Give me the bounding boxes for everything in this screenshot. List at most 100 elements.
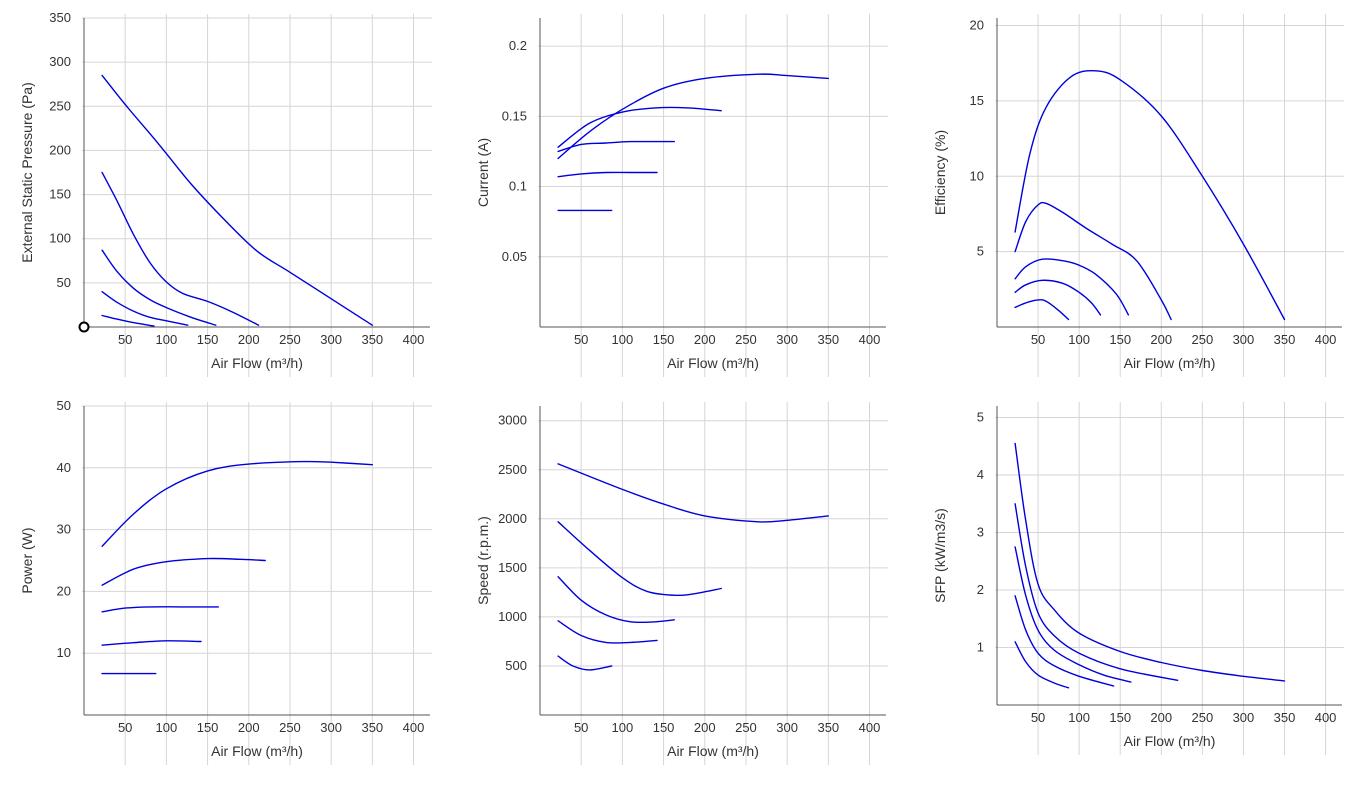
y-axis-title: Current (A) — [475, 138, 491, 207]
x-tick-label: 50 — [1031, 332, 1045, 347]
x-tick-label: 50 — [574, 720, 588, 735]
series-line-2 — [1014, 503, 1179, 681]
series-line-1 — [101, 74, 373, 326]
x-tick-label: 300 — [1233, 710, 1255, 725]
y-axis-title: SFP (kW/m3/s) — [932, 508, 948, 603]
series-line-3 — [101, 249, 217, 326]
y-tick-label: 3 — [977, 525, 984, 540]
x-tick-label: 50 — [118, 720, 132, 735]
x-axis-title: Air Flow (m³/h) — [667, 355, 759, 371]
x-tick-label: 200 — [1150, 332, 1172, 347]
series-line-4 — [101, 291, 189, 326]
series-line-1 — [101, 460, 373, 547]
series-line-2 — [101, 171, 260, 326]
chart-2: 50 100 150 200 250 300 350 400 0.05 0.1 0.15 0.2 Air… — [475, 14, 888, 377]
x-axis-title: Air Flow (m³/h) — [211, 743, 303, 759]
y-tick-label: 50 — [57, 275, 71, 290]
y-axis-title: Power (W) — [19, 527, 35, 593]
x-tick-label: 350 — [1274, 332, 1296, 347]
x-tick-label: 150 — [1109, 332, 1131, 347]
y-tick-label: 4 — [977, 467, 984, 482]
x-tick-label: 200 — [694, 332, 716, 347]
y-tick-label: 10 — [57, 645, 71, 660]
x-tick-label: 300 — [320, 332, 342, 347]
x-tick-label: 250 — [735, 332, 757, 347]
chart-3: 50 100 150 200 250 300 350 400 5 10 15 20 Air Flow (… — [932, 14, 1344, 377]
series-line-2 — [557, 106, 722, 148]
series-line-5 — [1014, 641, 1070, 689]
x-tick-label: 400 — [403, 332, 425, 347]
x-tick-label: 100 — [1068, 710, 1090, 725]
series-line-4 — [1014, 279, 1102, 316]
x-tick-label: 150 — [1109, 710, 1131, 725]
series-line-1 — [1014, 442, 1286, 682]
x-tick-label: 50 — [1031, 710, 1045, 725]
series-line-4 — [1014, 595, 1115, 687]
x-tick-label: 300 — [1233, 332, 1255, 347]
y-tick-label: 200 — [49, 142, 71, 157]
y-tick-label: 500 — [505, 658, 527, 673]
series-line-5 — [101, 314, 155, 327]
y-tick-label: 2 — [977, 582, 984, 597]
x-tick-label: 250 — [279, 720, 301, 735]
origin-marker[interactable] — [78, 321, 90, 333]
series-line-3 — [1014, 258, 1130, 316]
series-line-5 — [557, 655, 613, 671]
y-axis-title: External Static Pressure (Pa) — [19, 82, 35, 263]
x-axis-title: Air Flow (m³/h) — [211, 355, 303, 371]
x-axis-title: Air Flow (m³/h) — [667, 743, 759, 759]
x-tick-label: 250 — [1192, 332, 1214, 347]
x-tick-label: 150 — [197, 720, 219, 735]
x-tick-label: 200 — [1150, 710, 1172, 725]
series-line-2 — [101, 557, 266, 586]
x-tick-label: 100 — [156, 332, 178, 347]
y-tick-label: 10 — [970, 168, 984, 183]
y-tick-label: 40 — [57, 460, 71, 475]
x-tick-label: 300 — [776, 332, 798, 347]
y-tick-label: 30 — [57, 522, 71, 537]
y-tick-label: 150 — [49, 187, 71, 202]
y-tick-label: 0.1 — [509, 179, 527, 194]
x-tick-label: 350 — [361, 720, 383, 735]
x-tick-label: 350 — [817, 332, 839, 347]
x-tick-label: 200 — [238, 720, 260, 735]
x-tick-label: 100 — [156, 720, 178, 735]
y-tick-label: 350 — [49, 10, 71, 25]
series-line-3 — [1014, 546, 1132, 683]
x-tick-label: 400 — [1315, 332, 1337, 347]
y-tick-label: 20 — [57, 583, 71, 598]
y-axis-title: Efficiency (%) — [932, 130, 948, 215]
x-tick-label: 400 — [859, 720, 881, 735]
y-tick-label: 250 — [49, 98, 71, 113]
x-axis-title: Air Flow (m³/h) — [1124, 733, 1216, 749]
series-line-4 — [557, 171, 658, 178]
series-line-1 — [1014, 69, 1286, 321]
y-tick-label: 5 — [977, 244, 984, 259]
y-tick-label: 2000 — [498, 511, 527, 526]
x-tick-label: 350 — [1274, 710, 1296, 725]
chart-4: 50 100 150 200 250 300 350 400 10 20 30 40 50 Air Flo… — [19, 398, 432, 765]
series-line-2 — [1014, 201, 1172, 321]
y-tick-label: 5 — [977, 410, 984, 425]
series-line-3 — [557, 576, 675, 624]
x-tick-label: 200 — [238, 332, 260, 347]
x-tick-label: 350 — [361, 332, 383, 347]
y-tick-label: 3000 — [498, 413, 527, 428]
y-tick-label: 1 — [977, 640, 984, 655]
series-line-3 — [557, 140, 675, 153]
chart-1: 50 100 150 200 250 300 350 400 50 100 150 200 250 300… — [19, 10, 432, 377]
y-tick-label: 0.15 — [502, 108, 527, 123]
y-tick-label: 0.2 — [509, 38, 527, 53]
x-tick-label: 300 — [320, 720, 342, 735]
x-tick-label: 50 — [574, 332, 588, 347]
y-axis-title: Speed (r.p.m.) — [475, 516, 491, 605]
y-tick-label: 100 — [49, 231, 71, 246]
y-tick-label: 300 — [49, 54, 71, 69]
series-line-4 — [101, 640, 202, 646]
chart-6: 50 100 150 200 250 300 350 400 1 2 3 4 5 Air Flow (m³… — [932, 402, 1344, 755]
y-tick-label: 15 — [970, 93, 984, 108]
y-tick-label: 1500 — [498, 560, 527, 575]
y-tick-label: 0.05 — [502, 249, 527, 264]
x-tick-label: 400 — [403, 720, 425, 735]
